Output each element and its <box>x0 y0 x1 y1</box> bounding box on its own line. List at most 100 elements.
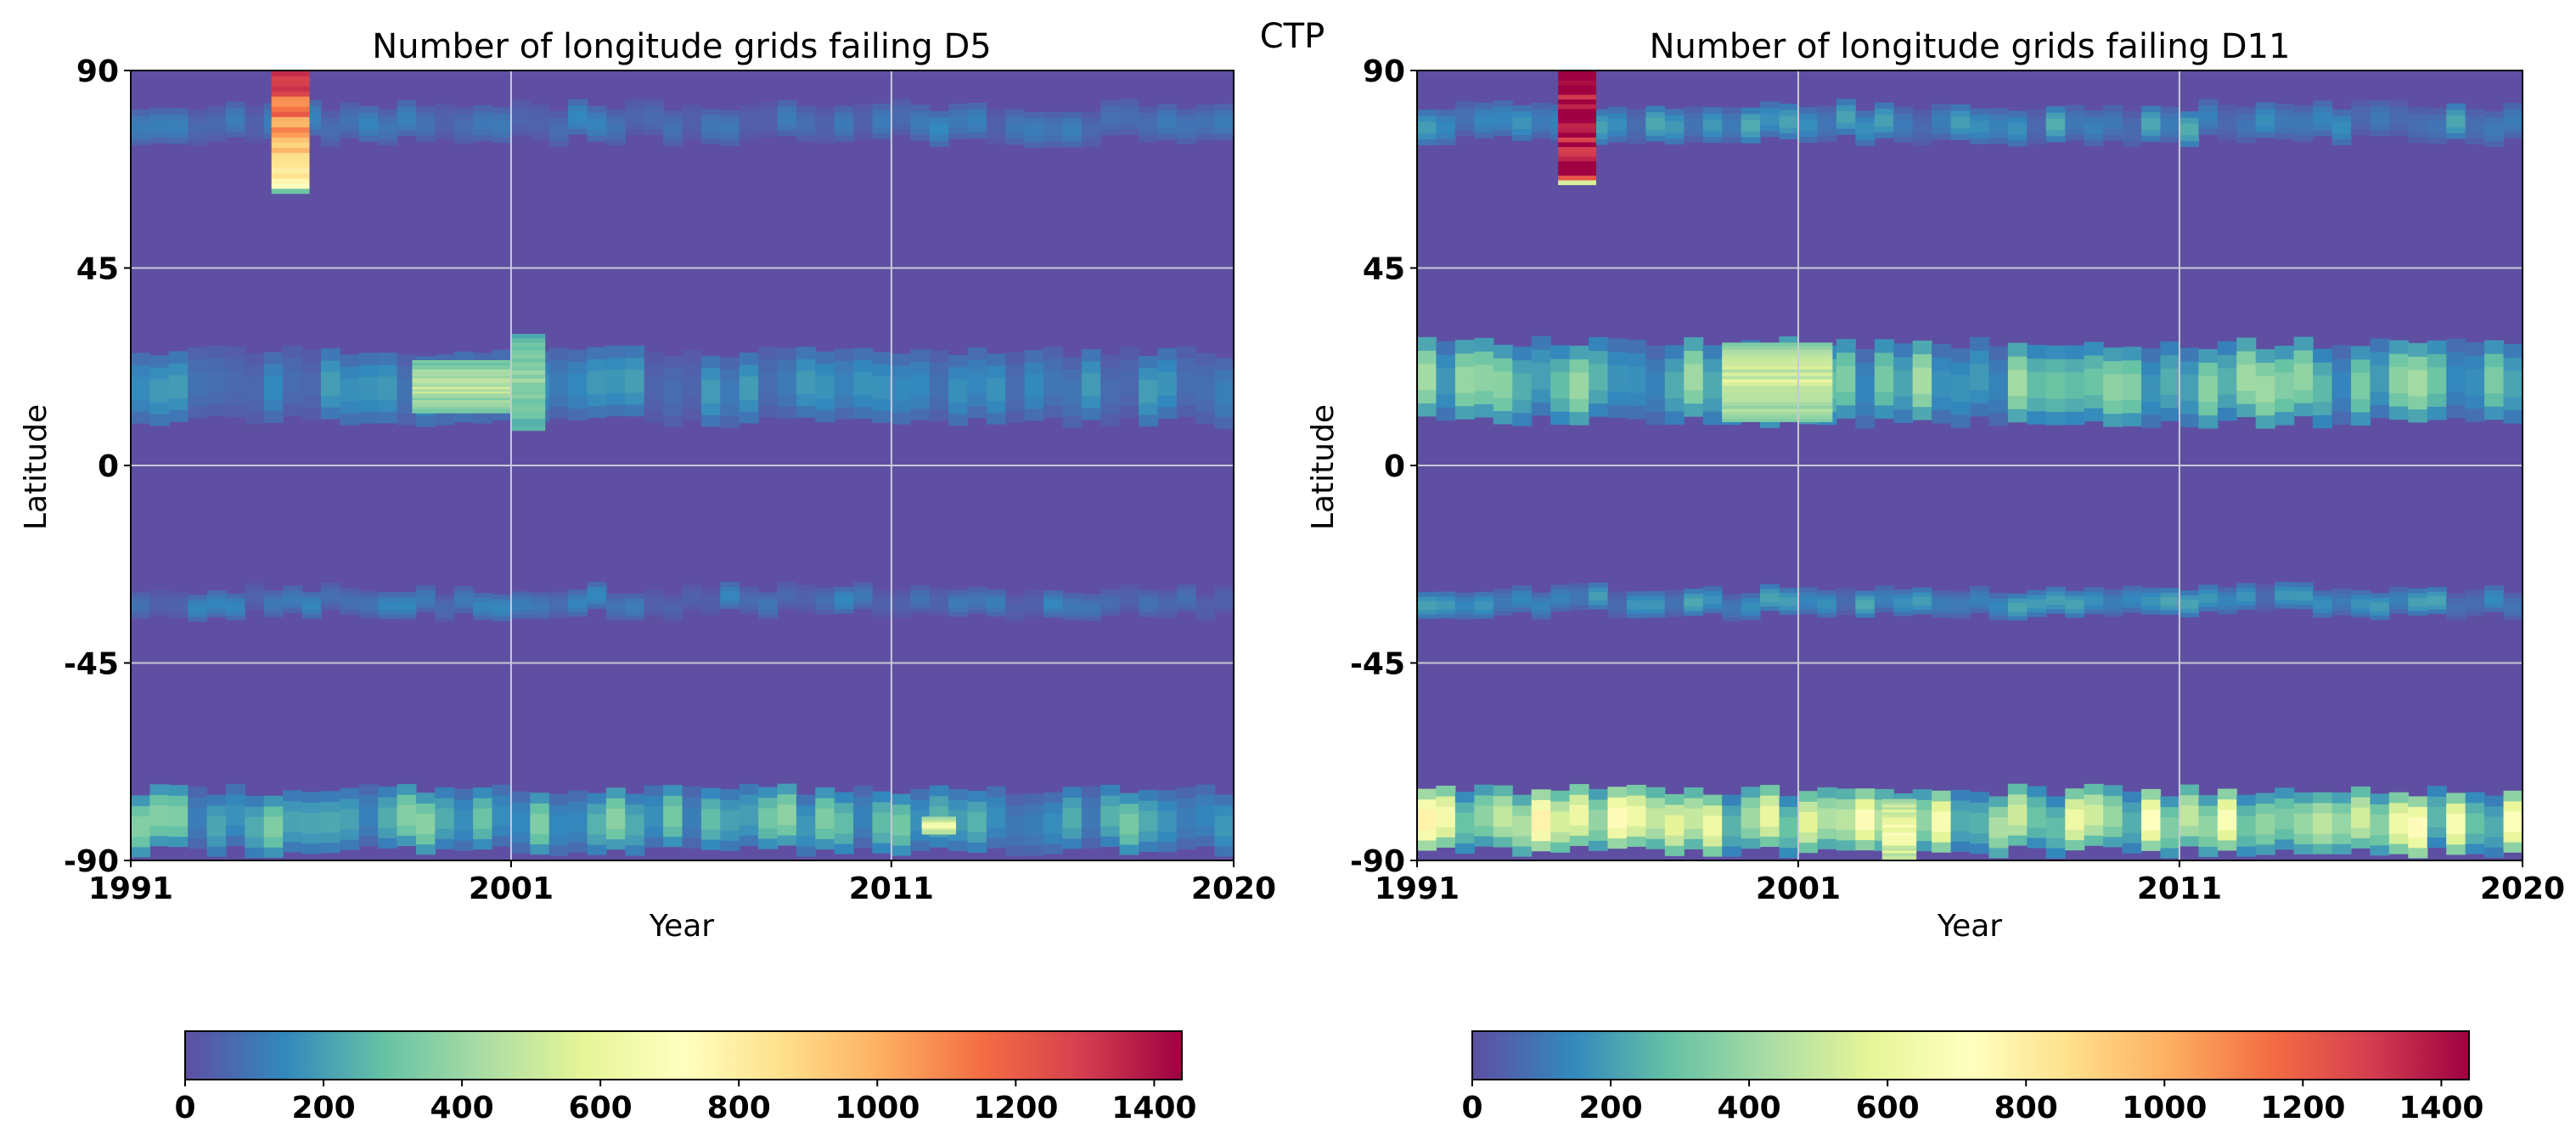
heatmap-cell <box>340 120 360 127</box>
heatmap-cell <box>320 811 340 823</box>
heatmap-cell <box>1531 336 1551 350</box>
heatmap-cell <box>1558 132 1597 138</box>
heatmap-cell <box>168 815 188 827</box>
heatmap-cell <box>1512 585 1533 591</box>
heatmap-cell <box>2484 366 2505 381</box>
heatmap-cell <box>872 832 892 843</box>
heatmap-cell <box>548 140 569 148</box>
heatmap-cell <box>340 596 360 602</box>
heatmap-cell <box>1119 792 1139 804</box>
heatmap-cell <box>853 121 874 128</box>
heatmap-cell <box>815 131 835 138</box>
heatmap-cell <box>1214 825 1235 837</box>
heatmap-cell <box>605 381 626 393</box>
chart-d5: Number of longitude grids failing D5 Yea… <box>19 27 1276 1125</box>
heatmap-cell <box>2484 837 2505 848</box>
heatmap-cell <box>263 352 284 365</box>
heatmap-cell <box>2007 116 2028 123</box>
heatmap-cell <box>245 587 265 593</box>
heatmap-cell <box>1043 405 1064 418</box>
heatmap-cell <box>1119 393 1139 407</box>
colorbar-tick-label: 600 <box>569 1091 633 1125</box>
heatmap-cell <box>1950 133 1971 140</box>
heatmap-cell <box>1214 835 1235 847</box>
colorbar-tick-label: 400 <box>430 1091 494 1125</box>
heatmap-cell <box>271 162 310 169</box>
heatmap-cell <box>700 818 721 830</box>
heatmap-cell <box>720 403 740 417</box>
heatmap-cell <box>921 822 957 824</box>
heatmap-cell <box>605 798 626 809</box>
heatmap-cell <box>834 608 854 614</box>
heatmap-cell <box>891 612 911 618</box>
heatmap-cell <box>853 786 874 797</box>
heatmap-cell <box>1912 595 1932 601</box>
heatmap-cell <box>1176 369 1196 382</box>
heatmap-cell <box>2408 124 2428 132</box>
heatmap-cell <box>1024 385 1044 398</box>
heatmap-cell <box>1893 130 1914 138</box>
heatmap-cell <box>492 815 512 826</box>
heatmap-cell <box>1722 398 1833 403</box>
heatmap-cell <box>225 369 245 383</box>
heatmap-cell <box>644 606 664 612</box>
heatmap-cell <box>1024 804 1044 815</box>
heatmap-cell <box>1988 359 2009 374</box>
heatmap-cell <box>853 600 874 605</box>
heatmap-cell <box>1100 589 1121 595</box>
heatmap-cell <box>2007 606 2028 612</box>
heatmap-cell <box>378 353 398 365</box>
heatmap-cell <box>1950 600 1971 606</box>
heatmap-cell <box>929 140 949 147</box>
heatmap-cell <box>1043 141 1064 148</box>
heatmap-cell <box>2045 600 2066 606</box>
heatmap-cell <box>2313 843 2333 855</box>
heatmap-cell <box>1081 117 1101 124</box>
heatmap-cell <box>1589 604 1609 610</box>
heatmap-area <box>130 70 1235 861</box>
heatmap-cell <box>1950 595 1971 601</box>
heatmap-cell <box>530 596 550 602</box>
heatmap-cell <box>1664 603 1685 608</box>
heatmap-cell <box>530 803 550 814</box>
heatmap-cell <box>605 127 626 134</box>
heatmap-cell <box>1436 600 1456 606</box>
heatmap-cell <box>530 833 550 845</box>
heatmap-cell <box>929 588 949 594</box>
heatmap-band <box>131 99 1235 148</box>
heatmap-cell <box>2103 598 2123 604</box>
heatmap-cell <box>1119 104 1139 112</box>
heatmap-cell <box>1062 381 1083 393</box>
heatmap-cell <box>720 110 740 117</box>
heatmap-cell <box>1454 100 1475 108</box>
heatmap-cell <box>1932 343 1952 358</box>
heatmap-cell <box>1005 794 1026 805</box>
heatmap-cell <box>1043 607 1064 613</box>
heatmap-cell <box>644 128 664 136</box>
heatmap-cell <box>2350 612 2371 618</box>
heatmap-cell <box>1493 397 1513 411</box>
heatmap-cell <box>1417 350 1437 364</box>
heatmap-cell <box>1760 785 1780 796</box>
heatmap-cell <box>2065 839 2085 851</box>
heatmap-cell <box>271 106 310 112</box>
heatmap-cell <box>1970 607 1990 613</box>
heatmap-cell <box>1119 602 1139 607</box>
heatmap-cell <box>2141 401 2162 415</box>
heatmap-cell <box>1760 119 1780 126</box>
heatmap-cell <box>625 403 645 417</box>
heatmap-cell <box>1558 179 1597 185</box>
heatmap-cell <box>358 129 379 136</box>
heatmap-cell <box>1436 341 1456 355</box>
heatmap-cell <box>2465 381 2485 396</box>
heatmap-cell <box>1454 596 1475 602</box>
heatmap-cell <box>663 607 683 613</box>
heatmap-cell <box>1100 815 1121 826</box>
y-tick-label: 45 <box>76 252 119 287</box>
heatmap-band <box>131 345 1235 429</box>
heatmap-cell <box>700 601 721 607</box>
heatmap-cell <box>663 403 683 416</box>
heatmap-cell <box>2179 111 2199 118</box>
heatmap-cell <box>1893 124 1914 132</box>
heatmap-cell <box>530 116 550 122</box>
